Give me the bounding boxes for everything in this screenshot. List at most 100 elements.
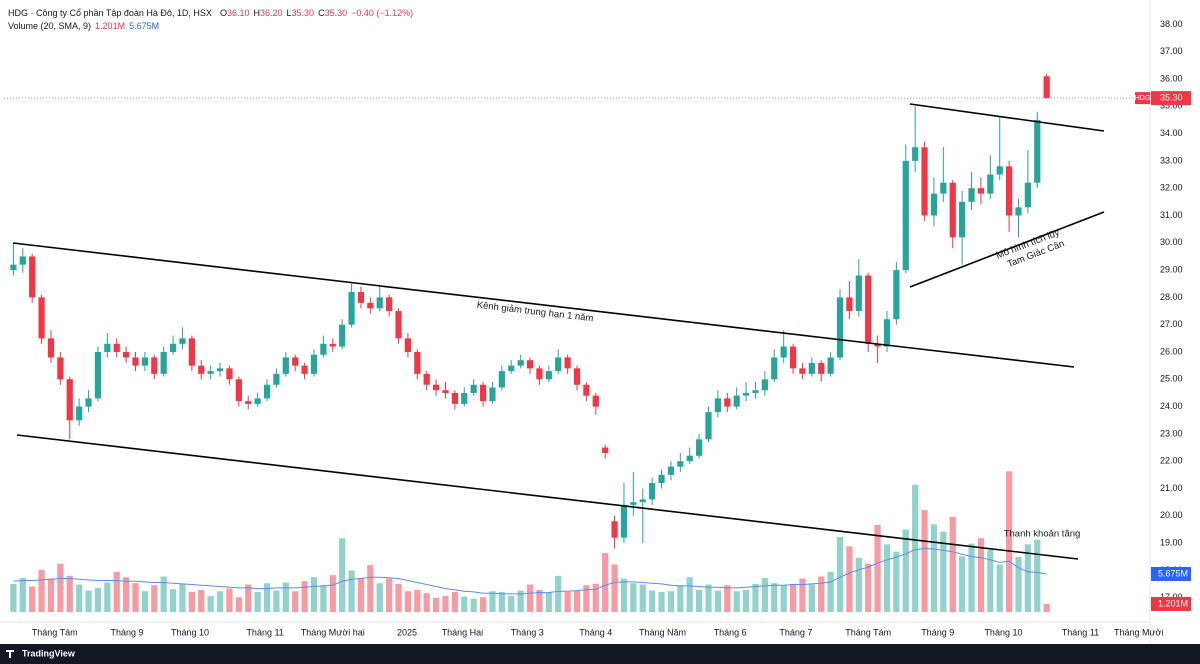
candle-body	[498, 371, 505, 388]
footer-logo[interactable]: TradingView	[22, 648, 76, 658]
candle-body	[104, 343, 111, 352]
legend-field-key: L	[287, 8, 292, 18]
candle-body	[893, 270, 900, 320]
candle-body	[395, 311, 402, 339]
volume-bar	[282, 582, 289, 612]
candle-body	[442, 390, 449, 393]
y-tick-label: 32.00	[1160, 183, 1183, 193]
volume-bar	[292, 591, 299, 612]
x-tick-label: 2025	[397, 627, 417, 637]
candle-body	[226, 368, 233, 380]
volume-bar	[235, 597, 242, 612]
legend: HDG · Công ty Cổ phần Tập đoàn Hà Đô, 1D…	[8, 8, 413, 31]
volume-bar	[789, 583, 797, 612]
volume-bar	[414, 589, 421, 612]
x-tick-label: Tháng 6	[714, 627, 747, 637]
candle-body	[865, 275, 872, 344]
volume-bar	[461, 596, 468, 612]
volume-bar	[658, 591, 665, 612]
volume-bar	[517, 590, 524, 612]
y-tick-label: 34.00	[1160, 128, 1183, 138]
volume-bar	[38, 569, 45, 612]
y-tick-label: 31.00	[1160, 210, 1183, 220]
volume-bar	[771, 583, 778, 612]
candle-body	[949, 182, 956, 238]
candle-body	[207, 371, 214, 374]
volume-bar	[301, 581, 308, 612]
candle-body	[29, 256, 36, 298]
volume-bar	[921, 510, 928, 612]
candle-body	[235, 379, 242, 402]
x-tick-label: Tháng 9	[111, 627, 144, 637]
candle-body	[564, 357, 571, 369]
volume-bar	[226, 588, 233, 612]
y-tick-label: 33.00	[1160, 155, 1183, 165]
volume-bar	[432, 597, 440, 612]
channel-lower-line	[16, 434, 1079, 560]
volume-bar	[498, 591, 505, 612]
volume-bar	[620, 578, 628, 612]
footer-logo-icon	[6, 650, 14, 658]
last-price-symbol: HDG	[1135, 95, 1151, 102]
volume-bar	[367, 565, 374, 612]
candle-body	[310, 354, 318, 374]
candle-body	[216, 368, 224, 372]
volume-bar	[479, 597, 487, 612]
volume-bar	[1043, 603, 1050, 612]
volume-bar	[912, 484, 919, 612]
candle-body	[141, 357, 149, 366]
y-tick-label: 23.00	[1160, 428, 1183, 438]
volume-bar	[179, 583, 186, 612]
x-tick-label: Tháng Tám	[32, 627, 78, 637]
legend-field-key: O	[220, 8, 227, 18]
triangle-lower-line	[909, 211, 1105, 288]
volume-bar	[742, 589, 750, 612]
volume-bar	[874, 524, 881, 612]
volume-bar	[348, 570, 355, 612]
volume-bar	[320, 585, 327, 612]
legend-volume-value: 1.201M	[95, 21, 125, 31]
volume-bar	[263, 583, 271, 612]
triangle-upper-line	[909, 103, 1105, 132]
candle-body	[761, 379, 768, 391]
candle-body	[423, 373, 430, 385]
candle-body	[649, 483, 656, 500]
volume-bar	[216, 591, 224, 612]
candle-body	[714, 398, 722, 413]
volume-bar	[949, 516, 956, 612]
volume-bar	[442, 595, 449, 612]
y-tick-label: 25.00	[1160, 374, 1183, 384]
candle-body	[85, 398, 92, 407]
liquidity-annotation: Thanh khoản tăng	[1004, 529, 1081, 540]
candle-body	[602, 447, 609, 454]
candle-body	[263, 384, 271, 399]
volume-bar	[799, 578, 806, 612]
channel-upper-line	[12, 242, 1075, 368]
candle-body	[902, 160, 909, 271]
volume-bar	[357, 577, 365, 612]
volume-bar	[940, 531, 947, 612]
volume-bar	[836, 536, 844, 612]
candle-body	[1043, 76, 1050, 99]
candle-body	[705, 412, 712, 440]
volume-bar	[959, 556, 966, 612]
candle-body	[658, 474, 665, 484]
volume-bar	[602, 553, 609, 612]
candle-body	[123, 351, 130, 358]
candle-body	[188, 338, 195, 366]
volume-bar	[724, 585, 731, 612]
volume-bar	[470, 598, 477, 612]
last-price-label: 35.30	[1160, 92, 1183, 102]
volume-bar	[902, 529, 909, 612]
volume-bar	[451, 591, 458, 612]
candle-body	[461, 392, 468, 404]
candle-body	[76, 406, 83, 421]
candle-body	[639, 499, 646, 503]
candle-body	[733, 395, 740, 407]
volume-bar	[104, 582, 111, 612]
candle-body	[883, 319, 891, 347]
volume-bar	[47, 578, 55, 612]
candle-body	[827, 357, 834, 374]
volume-bar	[19, 577, 26, 612]
candle-body	[959, 201, 966, 238]
